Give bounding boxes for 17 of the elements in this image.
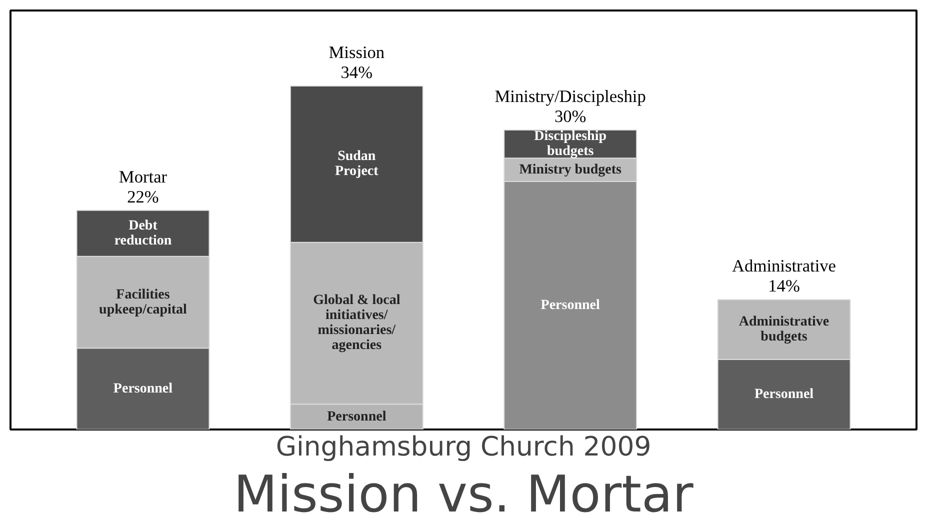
- annotation: Administrative budgets: [738, 314, 830, 345]
- text: Ginghamsburg Church 2009: [276, 432, 652, 462]
- x-tick-label: Mortar 22%: [118, 167, 168, 206]
- annotation: Facilities upkeep/capital: [99, 287, 188, 318]
- x-tick-label: Mission 34%: [328, 43, 385, 82]
- annotation: Discipleship budgets: [534, 129, 607, 160]
- annotation: Global & local initiatives/ missionaries/ agencies: [313, 293, 400, 354]
- x-tick-label: Administrative 14%: [732, 256, 836, 296]
- annotation: Personnel: [754, 386, 814, 402]
- annotation: Debt reduction: [114, 218, 172, 248]
- annotation: Sudan Project: [335, 149, 379, 180]
- x-tick-label: Ministry/Discipleship 30%: [494, 87, 646, 126]
- annotation: Personnel: [540, 298, 600, 314]
- annotation: Ministry budgets: [519, 162, 622, 178]
- annotation: Personnel: [113, 381, 173, 396]
- annotation: Personnel: [327, 409, 386, 424]
- text: Mission vs. Mortar: [234, 464, 694, 524]
